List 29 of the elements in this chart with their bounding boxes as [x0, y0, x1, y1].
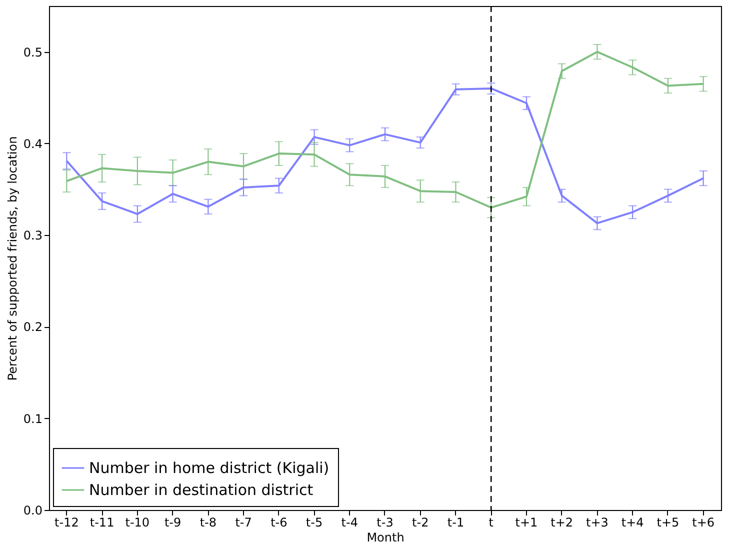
- y-tick-label: 0.2: [23, 320, 42, 334]
- y-tick-label: 0.1: [23, 412, 42, 426]
- x-tick-label: t+1: [515, 516, 538, 530]
- y-axis-title: Percent of supported friends, by location: [5, 136, 20, 381]
- x-tick-label: t-4: [341, 516, 358, 530]
- y-tick-label: 0.4: [23, 136, 42, 151]
- x-axis-title: Month: [366, 530, 404, 544]
- x-tick-label: t-6: [270, 516, 288, 530]
- x-tick-label: t+2: [550, 516, 574, 530]
- y-tick-label: 0.5: [23, 45, 42, 60]
- x-tick-label: t-8: [200, 516, 216, 530]
- y-tick-label: 0.3: [23, 228, 42, 243]
- y-tick-label: 0.0: [23, 504, 42, 518]
- x-tick-label: t+5: [656, 516, 680, 530]
- x-tick-label: t-11: [90, 516, 114, 530]
- x-tick-label: t-5: [306, 516, 323, 530]
- x-tick-label: t+6: [692, 516, 715, 530]
- x-tick-label: t-9: [164, 516, 182, 530]
- x-tick-label: t-10: [125, 516, 150, 530]
- x-tick-label: t-12: [54, 516, 79, 530]
- x-tick-label: t-7: [235, 516, 252, 530]
- legend-label: Number in home district (Kigali): [89, 459, 330, 477]
- x-tick-label: t-3: [376, 516, 394, 530]
- x-tick-label: t+3: [586, 516, 608, 530]
- x-tick-label: t-2: [412, 516, 429, 530]
- x-tick-label: t+4: [621, 516, 644, 530]
- x-tick-label: t: [488, 516, 494, 530]
- legend-label: Number in destination district: [89, 481, 314, 499]
- x-tick-label: t-1: [447, 516, 464, 530]
